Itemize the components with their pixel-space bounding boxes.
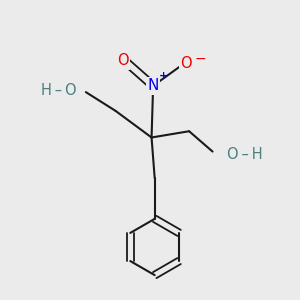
Text: N: N [147, 78, 159, 93]
Text: O: O [180, 56, 192, 71]
Text: +: + [158, 71, 168, 81]
Text: O – H: O – H [227, 147, 262, 162]
Text: −: − [195, 52, 206, 66]
Text: O: O [117, 53, 129, 68]
Text: H – O: H – O [41, 83, 77, 98]
